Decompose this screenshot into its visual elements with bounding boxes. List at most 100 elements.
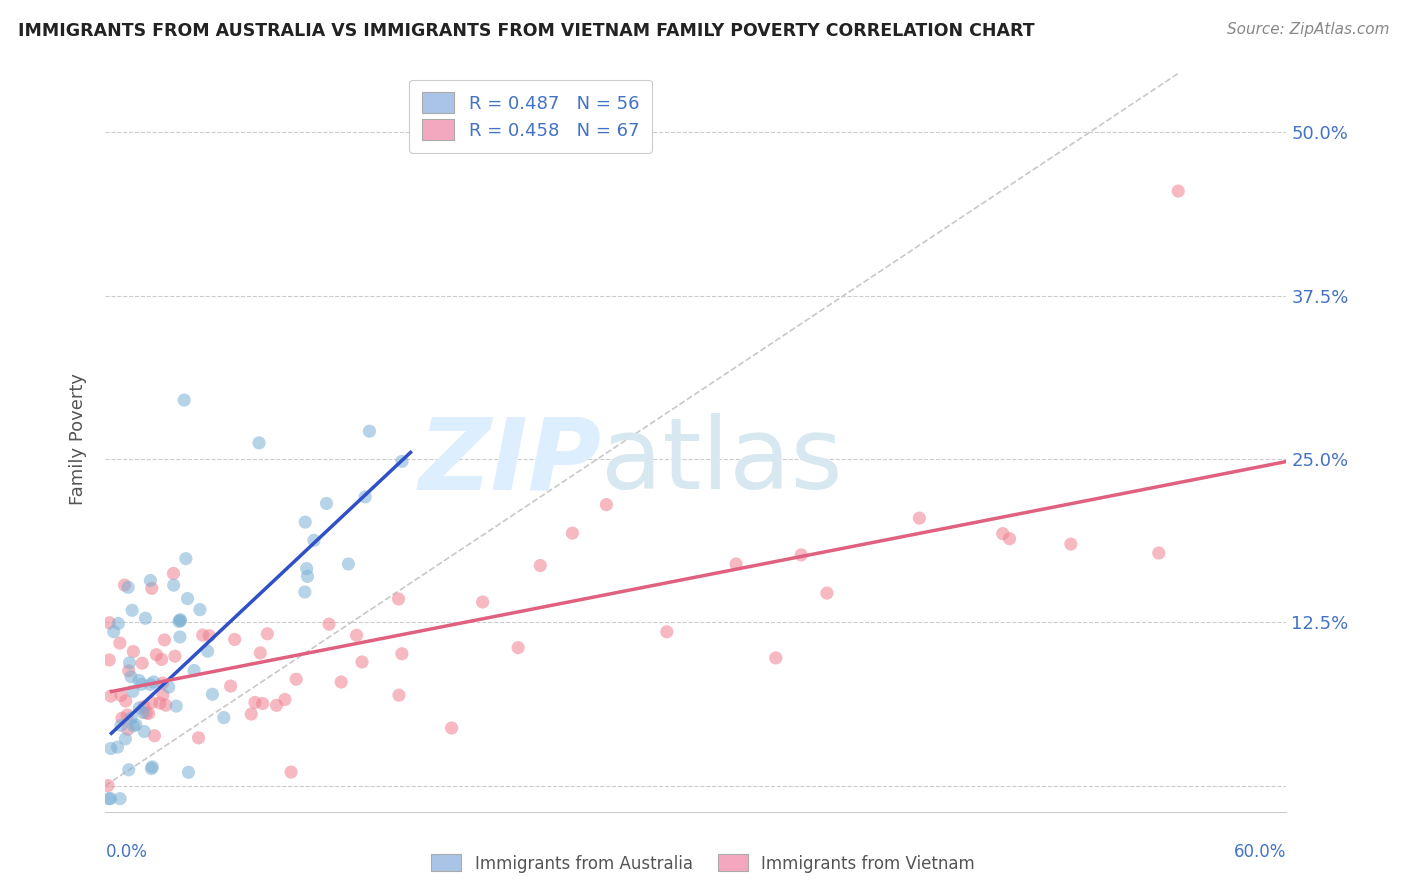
Point <box>162 566 184 581</box>
Point <box>107 616 129 631</box>
Point <box>97 791 120 805</box>
Point <box>110 689 132 703</box>
Point <box>183 664 205 678</box>
Point <box>138 706 160 721</box>
Text: Source: ZipAtlas.com: Source: ZipAtlas.com <box>1226 22 1389 37</box>
Point <box>120 711 142 725</box>
Point <box>173 393 195 408</box>
Point <box>243 696 266 710</box>
Point <box>249 646 271 660</box>
Point <box>152 688 174 702</box>
Point <box>387 592 409 607</box>
Point <box>121 603 143 617</box>
Point <box>128 701 150 715</box>
Point <box>1167 184 1189 198</box>
Point <box>111 711 134 725</box>
Point <box>141 760 163 774</box>
Point <box>141 582 163 596</box>
Point <box>107 740 129 755</box>
Point <box>163 649 186 664</box>
Point <box>100 741 122 756</box>
Point <box>285 672 308 686</box>
Point <box>224 632 246 647</box>
Point <box>131 657 153 671</box>
Point <box>655 624 678 639</box>
Point <box>725 557 748 571</box>
Point <box>191 628 214 642</box>
Point <box>169 613 191 627</box>
Point <box>122 644 145 658</box>
Point <box>247 436 270 450</box>
Point <box>177 765 200 780</box>
Point <box>100 791 122 805</box>
Point <box>131 677 153 691</box>
Point <box>440 721 463 735</box>
Point <box>529 558 551 573</box>
Point <box>134 724 156 739</box>
Point <box>252 697 274 711</box>
Point <box>595 498 617 512</box>
Point <box>149 696 172 710</box>
Point <box>97 779 120 793</box>
Point <box>1060 537 1083 551</box>
Point <box>118 763 141 777</box>
Point <box>117 580 139 594</box>
Point <box>143 729 166 743</box>
Text: IMMIGRANTS FROM AUSTRALIA VS IMMIGRANTS FROM VIETNAM FAMILY POVERTY CORRELATION : IMMIGRANTS FROM AUSTRALIA VS IMMIGRANTS … <box>18 22 1035 40</box>
Text: atlas: atlas <box>602 413 844 510</box>
Legend: Immigrants from Australia, Immigrants from Vietnam: Immigrants from Australia, Immigrants fr… <box>425 847 981 880</box>
Point <box>120 670 142 684</box>
Point <box>139 574 162 588</box>
Point <box>176 591 198 606</box>
Point <box>1147 546 1170 560</box>
Point <box>132 706 155 720</box>
Point <box>508 640 530 655</box>
Point <box>135 706 157 720</box>
Point <box>201 687 224 701</box>
Point <box>157 680 180 694</box>
Point <box>198 629 221 643</box>
Point <box>110 718 132 732</box>
Point <box>153 632 176 647</box>
Point <box>297 569 319 583</box>
Point <box>103 624 125 639</box>
Point <box>266 698 288 713</box>
Point <box>256 627 278 641</box>
Point <box>359 424 381 438</box>
Point <box>815 586 838 600</box>
Point <box>142 674 165 689</box>
Point <box>294 515 316 529</box>
Point <box>765 651 787 665</box>
Point <box>163 578 186 592</box>
Point <box>114 731 136 746</box>
Point <box>302 533 325 548</box>
Point <box>125 717 148 731</box>
Point <box>108 636 131 650</box>
Point <box>391 647 413 661</box>
Point <box>108 791 131 805</box>
Point <box>240 707 263 722</box>
Point <box>122 719 145 733</box>
Point <box>188 602 211 616</box>
Point <box>354 490 377 504</box>
Point <box>98 615 121 630</box>
Point <box>152 676 174 690</box>
Point <box>187 731 209 745</box>
Point <box>134 611 156 625</box>
Y-axis label: Family Poverty: Family Poverty <box>69 374 87 505</box>
Point <box>169 614 191 628</box>
Point <box>197 644 219 658</box>
Point <box>118 664 141 678</box>
Legend: R = 0.487   N = 56, R = 0.458   N = 67: R = 0.487 N = 56, R = 0.458 N = 67 <box>409 79 652 153</box>
Point <box>114 694 136 708</box>
Point <box>315 496 337 510</box>
Point <box>132 699 155 714</box>
Point <box>346 628 368 642</box>
Point <box>219 679 242 693</box>
Point <box>337 557 360 571</box>
Point <box>391 454 413 468</box>
Point <box>212 710 235 724</box>
Point <box>165 699 187 714</box>
Point <box>295 561 318 575</box>
Point <box>117 723 139 737</box>
